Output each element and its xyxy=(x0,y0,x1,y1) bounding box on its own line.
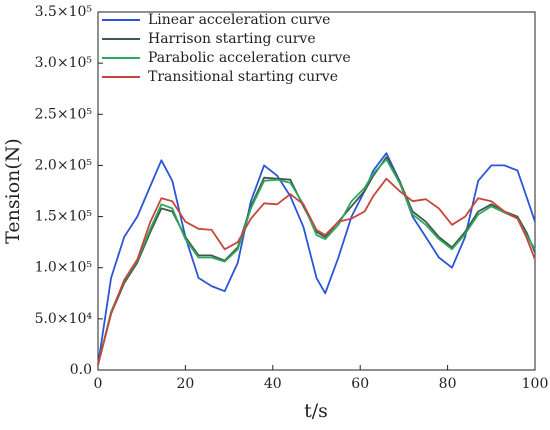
y-tick-label: 3.5×10⁵ xyxy=(35,4,93,20)
series-line xyxy=(97,158,536,366)
x-tick-label: 60 xyxy=(351,376,369,392)
y-tick-label: 3.0×10⁵ xyxy=(35,55,93,71)
legend-label: Linear acceleration curve xyxy=(148,12,330,28)
y-tick-label: 1.0×10⁵ xyxy=(35,260,93,276)
y-axis-label: Tension(N) xyxy=(2,138,24,244)
legend-label: Harrison starting curve xyxy=(148,31,316,47)
x-tick-label: 20 xyxy=(176,376,194,392)
x-tick-label: 0 xyxy=(94,376,103,392)
y-tick-label: 0.0 xyxy=(70,362,92,378)
x-axis-label: t/s xyxy=(304,400,328,422)
y-tick-label: 2.0×10⁵ xyxy=(35,157,93,173)
y-tick-label: 5.0×10⁴ xyxy=(35,311,93,327)
x-tick-label: 100 xyxy=(522,376,549,392)
legend-label: Parabolic acceleration curve xyxy=(148,50,351,66)
series-line xyxy=(97,177,536,366)
x-tick-label: 40 xyxy=(264,376,282,392)
series-line xyxy=(97,152,536,366)
legend-label: Transitional starting curve xyxy=(148,69,338,85)
plot-frame xyxy=(97,11,536,371)
y-tick-label: 2.5×10⁵ xyxy=(35,106,93,122)
x-tick-label: 80 xyxy=(439,376,457,392)
series-line xyxy=(97,156,536,366)
y-tick-label: 1.5×10⁵ xyxy=(35,209,93,225)
